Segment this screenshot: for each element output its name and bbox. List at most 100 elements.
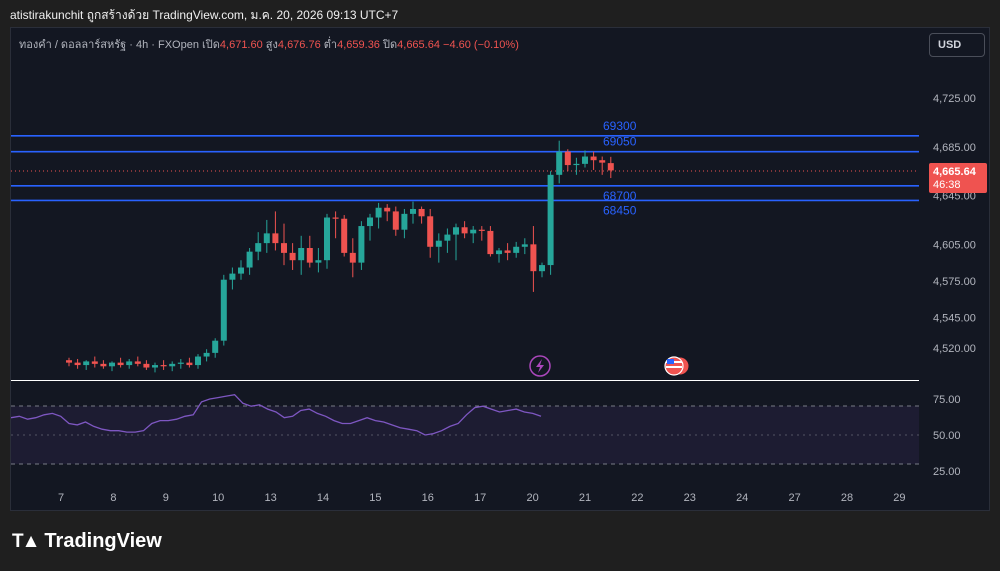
level-label: 69050 (603, 135, 637, 149)
currency-button[interactable]: USD (929, 33, 985, 57)
candle (349, 238, 356, 278)
candle (607, 156, 614, 179)
candle (496, 248, 502, 263)
legend-change: −4.60 (−0.10%) (443, 39, 519, 51)
legend-high-label: สูง (265, 39, 278, 51)
candlesticks (66, 140, 614, 373)
candle (521, 238, 528, 255)
candle (564, 149, 571, 172)
time-tick-label: 15 (369, 492, 381, 504)
tradingview-logo-text: TradingView (44, 530, 162, 552)
price-tick-label: 4,605.00 (933, 239, 976, 251)
candle (453, 223, 459, 261)
time-tick-label: 24 (736, 492, 748, 504)
candle (410, 201, 416, 224)
level-label: 68450 (603, 203, 637, 217)
candle (126, 358, 133, 369)
candle (375, 202, 382, 229)
symbol-legend[interactable]: ทองคำ / ดอลลาร์สหรัฐ · 4h · FXOpen เปิด4… (19, 35, 519, 53)
time-tick-label: 13 (264, 492, 276, 504)
time-tick-label: 10 (212, 492, 224, 504)
price-badge: 4,665.64 46:38 (929, 163, 987, 193)
price-tick-label: 4,645.00 (933, 191, 976, 203)
candle (74, 358, 81, 369)
price-tick-label: 4,545.00 (933, 313, 976, 325)
price-tick-label: 4,685.00 (933, 142, 976, 154)
legend-high: 4,676.76 (277, 39, 321, 51)
candle (186, 357, 193, 368)
candle (324, 213, 330, 269)
rsi-tick-label: 50.00 (933, 430, 961, 442)
price-badge-countdown: 46:38 (933, 179, 961, 191)
candle (272, 211, 279, 251)
candle (418, 206, 425, 224)
candle (504, 243, 511, 261)
legend-symbol: ทองคำ / ดอลลาร์สหรัฐ · 4h · FXOpen (19, 39, 199, 51)
rsi-axis[interactable]: 75.00 50.00 25.00 (933, 394, 961, 478)
us-flag-events-icon[interactable] (664, 356, 690, 376)
candle (367, 213, 373, 241)
event-lightning-icon[interactable] (529, 355, 551, 377)
candle (427, 208, 434, 258)
legend-open-label: เปิด (202, 39, 220, 51)
candle (573, 157, 580, 175)
candle (461, 221, 468, 239)
candle (195, 354, 201, 369)
candle (91, 356, 98, 368)
candle (246, 248, 253, 275)
candle (66, 357, 72, 367)
candle (358, 221, 365, 270)
candle (306, 235, 313, 268)
candle (169, 361, 176, 372)
header-title: atistirakunchit ถูกสร้างด้วย TradingView… (10, 8, 399, 22)
candle (599, 156, 606, 175)
legend-low: 4,659.36 (337, 39, 380, 51)
candle (160, 360, 167, 370)
candle (470, 226, 477, 244)
price-tick-label: 4,725.00 (933, 93, 976, 105)
tradingview-logo-icon: T▲ (12, 530, 40, 552)
price-tick-label: 4,520.00 (933, 343, 976, 355)
rsi-tick-label: 25.00 (933, 466, 961, 478)
candle (435, 233, 442, 263)
candle (109, 361, 115, 372)
candle (444, 228, 451, 253)
tradingview-logo[interactable]: T▲ TradingView (12, 530, 162, 553)
candle (341, 215, 348, 257)
time-tick-label: 16 (422, 492, 434, 504)
candle (332, 211, 339, 239)
candle (298, 235, 305, 275)
pane-separator[interactable] (11, 380, 919, 381)
legend-open: 4,671.60 (219, 39, 263, 51)
candle (212, 338, 219, 358)
price-axis[interactable]: 4,725.00 4,685.00 4,645.00 4,605.00 4,575.00… (933, 93, 976, 355)
legend-close-label: ปิด (383, 39, 398, 51)
candle (315, 248, 322, 273)
rsi-tick-label: 75.00 (933, 394, 961, 406)
time-tick-label: 22 (631, 492, 643, 504)
time-tick-label: 29 (893, 492, 905, 504)
candle (487, 226, 494, 257)
candle (392, 206, 399, 236)
candle (255, 232, 262, 261)
level-label: 68700 (603, 189, 637, 203)
level-label: 69300 (603, 119, 637, 133)
candle (513, 241, 520, 258)
candle (229, 267, 236, 290)
time-tick-label: 17 (474, 492, 486, 504)
candle (83, 360, 90, 370)
time-tick-label: 27 (788, 492, 800, 504)
candle (530, 226, 537, 292)
candle (143, 360, 150, 370)
candle (401, 208, 408, 239)
time-tick-label: 28 (841, 492, 853, 504)
time-axis[interactable]: 7 8 9 10 13 14 15 16 17 20 21 22 23 24 27 28 29 (58, 492, 906, 504)
time-tick-label: 21 (579, 492, 591, 504)
time-tick-label: 9 (163, 492, 169, 504)
candle (547, 171, 554, 275)
chart-frame[interactable]: 69300 69050 68700 68450 4,725.00 4,685.00 4,6… (10, 27, 990, 511)
candle (263, 219, 270, 253)
price-tick-label: 4,575.00 (933, 276, 976, 288)
